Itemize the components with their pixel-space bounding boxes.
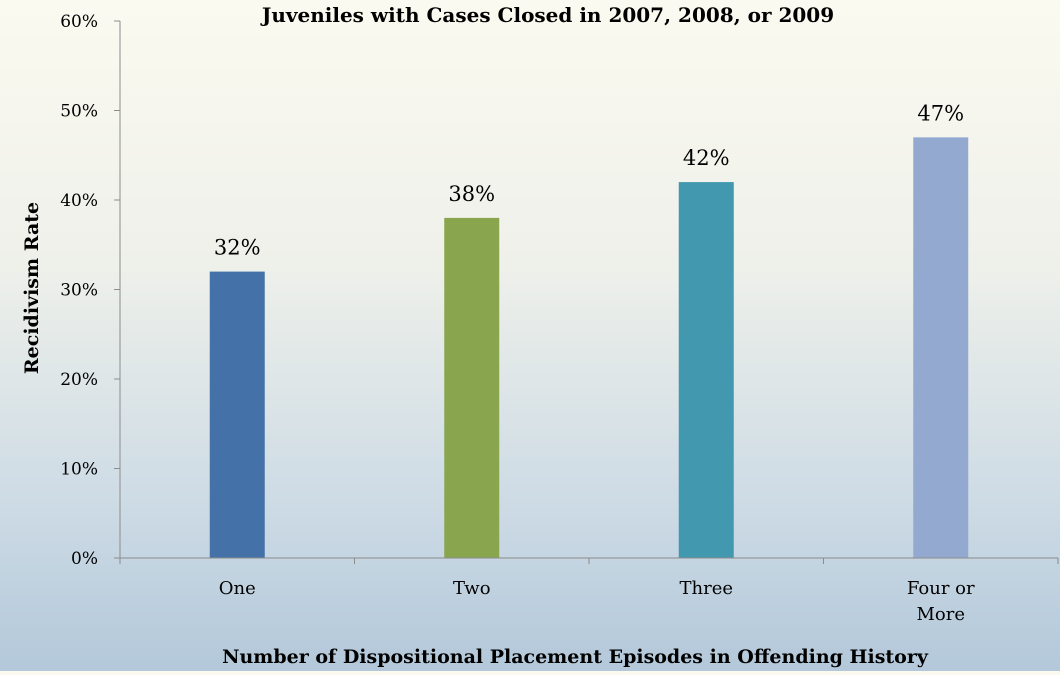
data-label: 47% — [917, 101, 964, 125]
y-tick-label: 10% — [60, 460, 98, 480]
chart-title: Juveniles with Cases Closed in 2007, 200… — [260, 3, 834, 27]
bar — [913, 137, 969, 558]
x-tick-label: Two — [453, 578, 491, 599]
y-tick-label: 20% — [60, 370, 98, 390]
y-axis: 0% 10% 20% 30% 40% 50% 60% — [60, 12, 121, 569]
x-axis-label: Number of Dispositional Placement Episod… — [222, 646, 929, 668]
bar — [678, 182, 734, 558]
x-tick-label: Four or More — [907, 578, 975, 625]
y-tick-label: 40% — [60, 191, 98, 211]
data-label: 32% — [214, 236, 261, 260]
x-axis: One Two Three Four or More — [119, 557, 1059, 625]
y-tick-label: 0% — [71, 549, 98, 569]
y-tick-label: 30% — [60, 281, 98, 301]
x-tick-label: Three — [679, 578, 733, 599]
bar — [444, 217, 500, 558]
x-tick-label: One — [219, 578, 256, 599]
data-label: 42% — [683, 146, 730, 170]
data-label: 38% — [448, 182, 495, 206]
y-tick-label: 60% — [60, 12, 98, 32]
y-axis-label: Recidivism Rate — [21, 202, 43, 374]
bar — [209, 271, 265, 558]
bars: 32% 38% 42% 47% — [209, 101, 969, 558]
y-tick-label: 50% — [60, 102, 98, 122]
